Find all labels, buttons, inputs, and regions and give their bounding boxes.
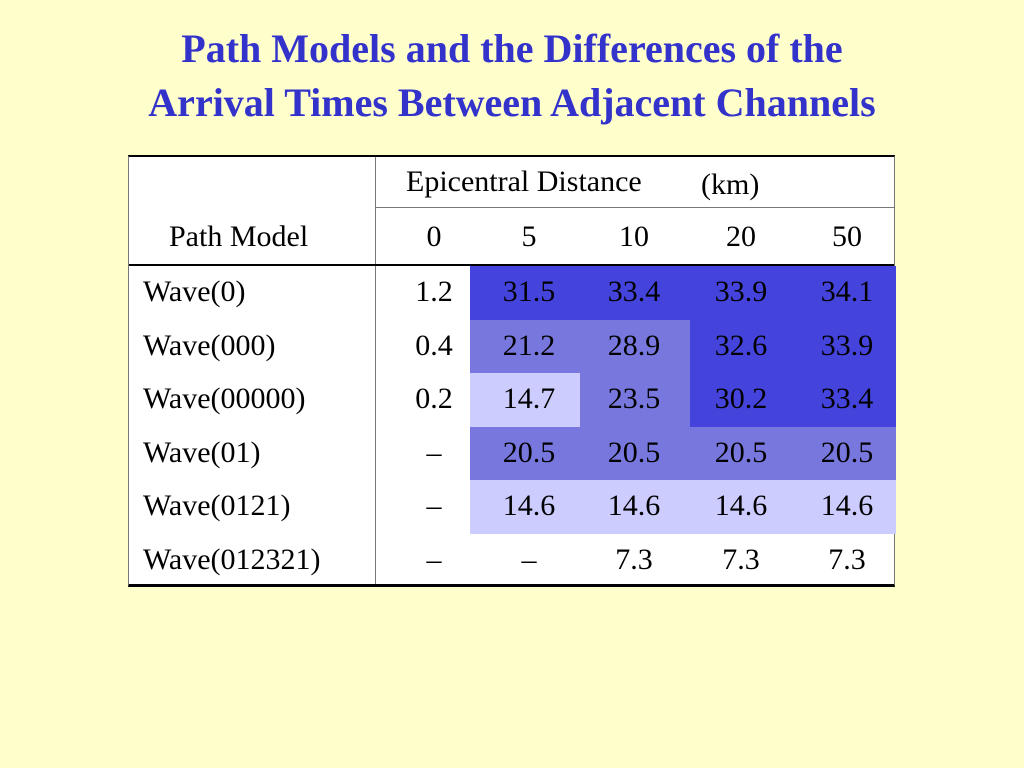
cell-shading [799,373,896,427]
title-line-1: Path Models and the Differences of the [181,26,843,71]
arrival-time-value: 14.6 [820,489,874,522]
arrival-time-value: 0.2 [415,382,453,415]
cell-shading [799,266,896,320]
cell-shading [470,480,580,534]
cell-shading [690,480,799,534]
cell-shading [470,266,580,320]
cell-shading [690,266,799,320]
cell-shading [470,319,580,373]
arrival-time-value: – [426,435,442,469]
arrival-time-value: 20.5 [607,435,661,469]
path-model-name: Wave(01) [143,435,261,469]
arrival-time-value: 7.3 [722,542,760,576]
column-header-distance: 5 [521,220,537,253]
title-line-2: Arrival Times Between Adjacent Channels [148,80,876,125]
arrival-time-value: 14.7 [502,382,556,415]
cell-shading [580,480,690,534]
cell-shading [580,266,690,320]
row-header-path-model: Path Model [169,220,309,253]
cell-shading [799,426,896,480]
arrival-time-value: 7.3 [828,542,866,576]
column-header-distance: 50 [832,220,862,253]
cell-shading [470,373,580,427]
arrival-time-value: 14.6 [502,489,556,522]
cell-shading [690,373,799,427]
cell-shading [690,426,799,480]
arrival-time-value: 33.4 [820,382,874,415]
arrival-time-value: 1.2 [415,275,453,308]
cell-shading [580,319,690,373]
arrival-time-value: – [426,489,442,522]
path-model-name: Wave(012321) [143,542,321,576]
path-model-name: Wave(000) [143,328,276,362]
arrival-time-value: 20.5 [714,435,768,469]
arrival-time-value: 34.1 [820,275,874,308]
arrival-time-value: – [521,542,537,576]
arrival-time-value: 14.6 [714,489,768,522]
cell-shading [799,319,896,373]
arrival-time-value: 32.6 [714,328,768,362]
arrival-time-value: 30.2 [714,382,768,415]
arrival-time-value: 33.9 [820,328,874,362]
column-divider [375,157,376,584]
path-model-name: Wave(0121) [143,489,291,522]
group-header-epicentral-distance: Epicentral Distance [406,165,642,198]
column-header-distance: 10 [619,220,649,253]
arrival-time-value: 28.9 [607,328,661,362]
column-header-distance: 0 [426,220,442,253]
column-header-distance: 20 [726,220,756,253]
cell-shading [470,426,580,480]
cell-shading [580,426,690,480]
arrival-time-value: – [426,542,442,576]
arrival-time-value: 14.6 [607,489,661,522]
arrival-time-value: 0.4 [415,328,453,362]
group-header-unit: (km) [701,168,760,201]
arrival-time-value: 23.5 [607,382,661,415]
arrival-time-value: 7.3 [615,542,653,576]
arrival-time-value: 20.5 [820,435,874,469]
path-model-name: Wave(00000) [143,382,306,415]
arrival-time-value: 33.4 [607,275,661,308]
cell-shading [799,480,896,534]
arrival-time-table: Epicentral Distance (km) Path Model 0 5 10… [128,155,896,587]
arrival-time-value: 33.9 [714,275,768,308]
slide-title: Path Models and the Differences of the A… [0,22,1024,130]
cell-shading [580,373,690,427]
arrival-time-value: 21.2 [502,328,556,362]
header-divider [129,264,894,266]
arrival-time-value: 20.5 [502,435,556,469]
arrival-time-value: 31.5 [502,275,556,308]
group-header-divider [376,207,894,208]
path-model-name: Wave(0) [143,275,246,308]
cell-shading [690,319,799,373]
